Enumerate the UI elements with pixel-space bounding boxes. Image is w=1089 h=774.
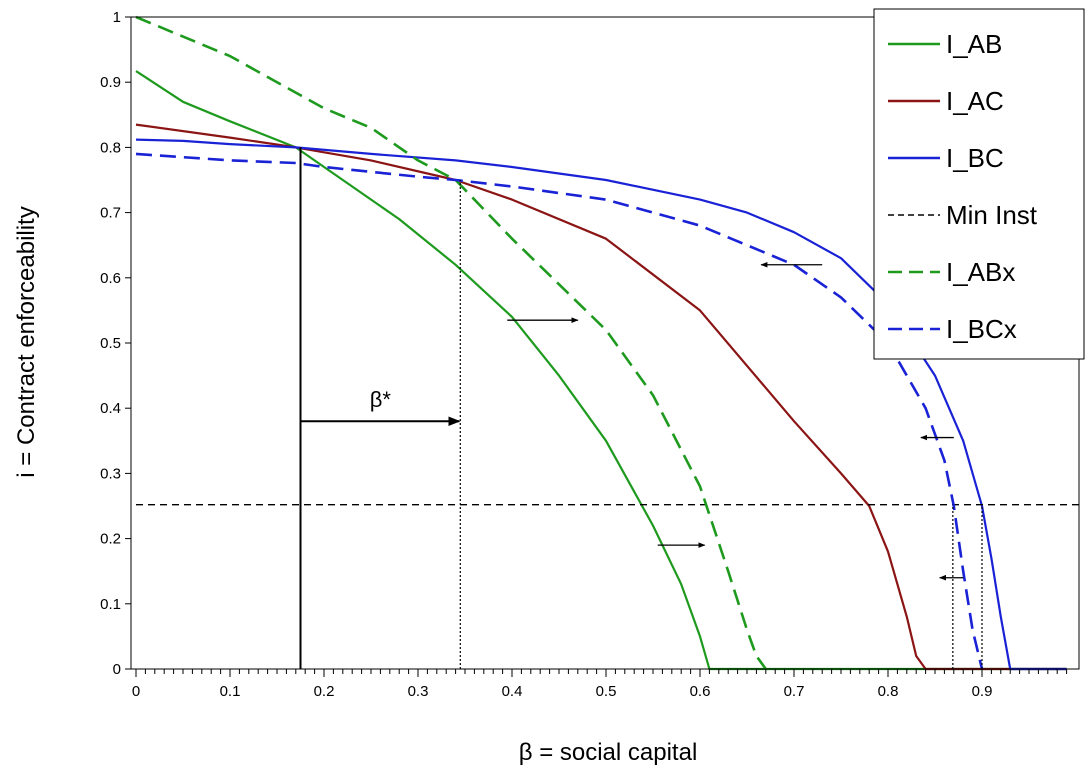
- x-tick-label: 0.7: [784, 683, 805, 700]
- x-tick-label: 0.5: [596, 683, 617, 700]
- x-tick-label: 0.3: [408, 683, 429, 700]
- y-tick-label: 0.9: [100, 74, 121, 91]
- y-tick-label: 0.7: [100, 205, 121, 222]
- y-tick-label: 1: [113, 9, 121, 26]
- series-line-i_bc: [135, 138, 1067, 671]
- y-tick-label: 0.3: [100, 465, 121, 482]
- y-tick-label: 0.4: [100, 400, 121, 417]
- x-tick-label: 0.4: [502, 683, 523, 700]
- legend-label: I_AC: [946, 86, 1004, 116]
- y-tick-label: 0: [113, 661, 121, 678]
- legend-label: I_BCx: [946, 314, 1017, 344]
- annotations: β*: [299, 147, 983, 669]
- x-axis-label: β = social capital: [519, 739, 698, 766]
- legend-box: [873, 8, 1085, 360]
- legend-label: I_ABx: [946, 257, 1015, 287]
- series-line-i_bcx: [135, 152, 984, 670]
- beta-star-label: β*: [370, 387, 392, 412]
- x-tick-label: 0.1: [220, 683, 241, 700]
- y-axis-label: i = Contract enforceability: [13, 206, 40, 477]
- x-tick-label: 0: [132, 683, 140, 700]
- legend-label: Min Inst: [946, 200, 1038, 230]
- legend-label: I_AB: [946, 29, 1002, 59]
- series-line-i_ac: [135, 123, 1067, 671]
- legend-label: I_BC: [946, 143, 1004, 173]
- y-tick-label: 0.8: [100, 139, 121, 156]
- x-tick-label: 0.9: [972, 683, 993, 700]
- legend: I_AB I_AC I_BC Min Inst I_ABx I_BCx: [873, 8, 1085, 360]
- x-tick-label: 0.8: [878, 683, 899, 700]
- y-tick-label: 0.2: [100, 531, 121, 548]
- x-tick-label: 0.6: [690, 683, 711, 700]
- series-line-i_abx: [135, 15, 767, 670]
- x-tick-label: 0.2: [314, 683, 335, 700]
- y-tick-label: 0.5: [100, 335, 121, 352]
- y-tick-label: 0.6: [100, 270, 121, 287]
- y-tick-label: 0.1: [100, 596, 121, 613]
